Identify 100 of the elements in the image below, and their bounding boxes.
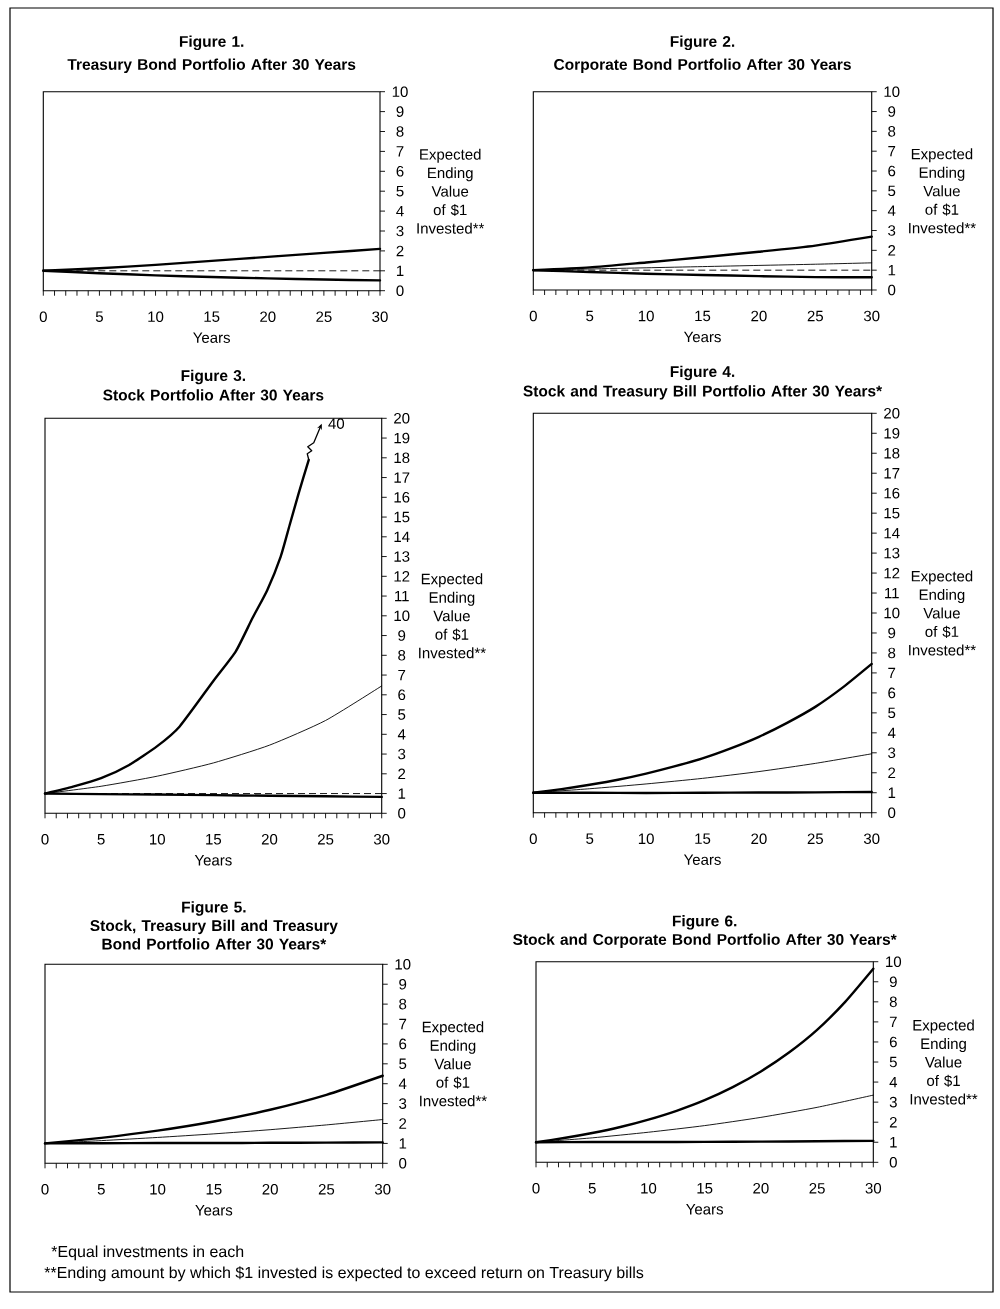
x-tick-label: 30	[863, 833, 880, 845]
x-tick-label: 30	[373, 834, 390, 845]
y-tick-label: 8	[888, 126, 896, 137]
y-tick-label: 4	[887, 727, 896, 738]
y-tick-label: 7	[398, 669, 406, 681]
y-tick-label: 16	[394, 492, 410, 503]
x-tick-label: 10	[641, 1183, 657, 1194]
x-tick-label: 5	[588, 1183, 596, 1194]
x-tick-label: 25	[807, 310, 824, 322]
y-tick-label: 7	[396, 146, 404, 157]
y-axis-title: Expected Ending Value of $1 Invested**	[419, 573, 486, 659]
chart-title: Figure 2.	[670, 35, 735, 51]
chart-title: Figure 5.	[182, 901, 246, 916]
y-tick-label: 2	[889, 1116, 897, 1128]
x-tick-label: 20	[262, 1184, 278, 1195]
annotation: 40	[328, 418, 345, 429]
y-tick-label: 3	[398, 748, 406, 760]
y-tick-label: 20	[394, 413, 410, 424]
x-tick-label: 10	[150, 834, 165, 845]
y-tick-label: 1	[398, 788, 406, 799]
y-tick-label: 1	[399, 1138, 407, 1149]
y-tick-label: 5	[888, 707, 896, 719]
y-tick-label: 8	[396, 126, 404, 137]
y-tick-label: 3	[888, 747, 896, 759]
x-tick-label: 5	[97, 834, 105, 845]
x-tick-label: 0	[41, 1184, 49, 1195]
x-tick-label: 20	[261, 834, 278, 845]
y-tick-label: 7	[888, 146, 896, 157]
chart-subtitle: Stock, Treasury Bill and Treasury Bond Portfolio After 30 Years*	[90, 919, 338, 950]
x-tick-label: 20	[751, 310, 767, 322]
y-tick-label: 2	[396, 245, 404, 257]
y-tick-label: 14	[394, 531, 410, 542]
x-tick-label: 20	[260, 311, 276, 323]
y-tick-label: 19	[394, 432, 410, 444]
y-tick-label: 8	[888, 647, 896, 659]
x-tick-label: 25	[809, 1183, 825, 1194]
y-tick-label: 6	[399, 1038, 407, 1050]
y-tick-label: 13	[394, 551, 410, 562]
chart-subtitle: Treasury Bond Portfolio After 30 Years	[67, 58, 356, 74]
y-tick-label: 16	[884, 487, 900, 499]
x-tick-label: 15	[695, 310, 711, 322]
y-tick-label: 15	[394, 511, 410, 523]
x-tick-label: 10	[638, 833, 654, 845]
y-tick-label: 6	[889, 1036, 897, 1048]
y-tick-label: 4	[398, 1078, 407, 1089]
y-axis-title: Expected Ending Value of $1 Invested**	[909, 570, 976, 656]
x-tick-label: 0	[39, 311, 47, 323]
x-tick-label: 25	[807, 833, 824, 845]
x-axis-title: Years	[195, 1205, 233, 1216]
y-tick-label: 11	[395, 590, 409, 602]
y-tick-label: 15	[884, 507, 900, 519]
x-tick-label: 30	[865, 1183, 882, 1194]
chart-subtitle: Corporate Bond Portfolio After 30 Years	[554, 58, 851, 73]
y-tick-label: 12	[884, 567, 900, 579]
y-tick-label: 0	[889, 1157, 897, 1168]
y-tick-label: 20	[884, 408, 900, 419]
y-axis-title: Expected Ending Value of $1 Invested**	[910, 1019, 978, 1105]
x-axis-title: Years	[193, 332, 231, 343]
y-tick-label: 17	[394, 472, 410, 483]
y-tick-label: 2	[399, 1118, 407, 1129]
y-tick-label: 5	[888, 185, 896, 197]
y-tick-label: 8	[889, 996, 897, 1008]
x-axis-title: Years	[683, 331, 721, 343]
y-tick-label: 0	[399, 1158, 407, 1169]
y-tick-label: 6	[888, 687, 896, 699]
y-tick-label: 9	[399, 978, 407, 990]
y-tick-label: 9	[398, 630, 406, 641]
chart-title: Figure 4.	[670, 365, 735, 381]
y-tick-label: 3	[396, 225, 404, 237]
y-tick-label: 4	[397, 729, 406, 740]
y-tick-label: 10	[394, 610, 410, 622]
x-tick-label: 10	[148, 311, 164, 323]
y-tick-label: 19	[884, 427, 900, 439]
y-tick-label: 0	[398, 808, 406, 819]
y-tick-label: 1	[396, 265, 404, 276]
x-tick-label: 30	[863, 310, 880, 322]
y-tick-label: 0	[396, 285, 404, 297]
x-tick-label: 15	[695, 833, 711, 844]
x-tick-label: 25	[316, 311, 332, 323]
chart-subtitle: Stock and Corporate Bond Portfolio After 30 Years*	[513, 933, 897, 949]
y-tick-label: 6	[398, 689, 406, 701]
y-tick-label: 9	[396, 106, 404, 117]
x-tick-label: 15	[206, 1184, 222, 1195]
y-tick-label: 8	[398, 650, 406, 661]
y-tick-label: 12	[394, 571, 410, 582]
y-tick-label: 10	[395, 959, 411, 970]
x-tick-label: 0	[529, 310, 537, 322]
x-axis-title: Years	[194, 855, 232, 866]
chart-title: Figure 3.	[181, 369, 245, 385]
y-tick-label: 13	[884, 547, 900, 559]
x-tick-label: 10	[638, 310, 654, 322]
x-axis-title: Years	[683, 854, 721, 865]
y-tick-label: 7	[888, 667, 896, 679]
y-tick-label: 4	[396, 205, 404, 217]
y-tick-label: 9	[888, 106, 896, 117]
y-tick-label: 10	[884, 86, 900, 98]
x-tick-label: 0	[532, 1183, 540, 1194]
y-axis-title: Expected Ending Value of $1 Invested**	[417, 148, 485, 234]
y-tick-label: 0	[888, 807, 896, 819]
y-tick-label: 11	[885, 587, 899, 599]
